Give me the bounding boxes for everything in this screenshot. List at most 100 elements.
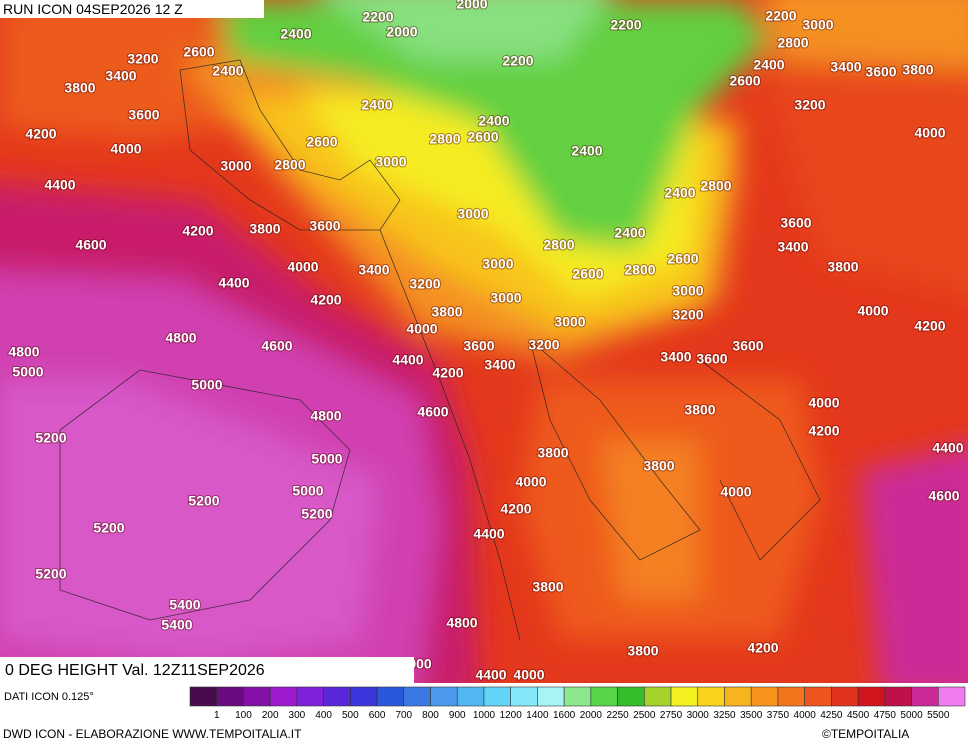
contour-label: 4200 <box>747 640 778 656</box>
contour-label: 4400 <box>44 177 75 193</box>
legend-tick-label: 4250 <box>820 710 843 721</box>
legend-swatch <box>296 686 324 707</box>
contour-label: 2400 <box>614 225 645 241</box>
contour-label: 4200 <box>310 292 341 308</box>
legend-tick-label: 1000 <box>473 710 496 721</box>
legend-tick-label: 5000 <box>900 710 923 721</box>
contour-label: 3800 <box>249 221 280 237</box>
footer-credit: DWD ICON - ELABORAZIONE WWW.TEMPOITALIA.… <box>3 727 302 741</box>
contour-label: 4600 <box>261 338 292 354</box>
legend-tick-label: 4000 <box>794 710 817 721</box>
legend-swatch <box>350 686 378 707</box>
contour-label: 3600 <box>732 338 763 354</box>
contour-label: 2400 <box>478 113 509 129</box>
legend-tick-label: 1600 <box>553 710 576 721</box>
legend-swatch <box>216 686 244 707</box>
contour-label: 3200 <box>672 307 703 323</box>
contour-label: 4000 <box>515 474 546 490</box>
contour-label: 4000 <box>808 395 839 411</box>
legend-tick-label: 800 <box>422 710 439 721</box>
contour-label: 4800 <box>446 615 477 631</box>
contour-label: 4000 <box>513 667 544 683</box>
contour-label: 3000 <box>482 256 513 272</box>
legend-swatch <box>750 686 779 707</box>
contour-label: 4400 <box>392 352 423 368</box>
run-box <box>0 0 264 18</box>
contour-label: 3000 <box>490 290 521 306</box>
legend-tick-label: 2000 <box>580 710 603 721</box>
legend-swatch <box>376 686 405 707</box>
contour-label: 2800 <box>700 178 731 194</box>
contour-label: 3600 <box>865 64 896 80</box>
legend-tick-label: 5500 <box>927 710 950 721</box>
contour-label: 4000 <box>406 321 437 337</box>
contour-label: 3800 <box>684 402 715 418</box>
contour-label: 3200 <box>794 97 825 113</box>
contour-label: 5200 <box>35 566 66 582</box>
legend-swatch <box>403 686 431 707</box>
contour-label: 4400 <box>473 526 504 542</box>
contour-label: 3000 <box>554 314 585 330</box>
legend-tick-label: 200 <box>262 710 279 721</box>
contour-label: 3000 <box>457 206 488 222</box>
contour-label: 3600 <box>696 351 727 367</box>
contour-label: 5200 <box>93 520 124 536</box>
legend-tick-label: 2750 <box>660 710 683 721</box>
contour-label: 2200 <box>362 9 393 25</box>
contour-label: 4200 <box>500 501 531 517</box>
legend-tick-label: 3750 <box>767 710 790 721</box>
contour-label: 3000 <box>375 154 406 170</box>
legend-swatch <box>804 686 832 707</box>
contour-label: 3200 <box>409 276 440 292</box>
contour-label: 5400 <box>161 617 192 633</box>
contour-label: 2200 <box>765 8 796 24</box>
legend-swatch <box>670 686 699 707</box>
contour-label: 4800 <box>165 330 196 346</box>
contour-label: 2600 <box>306 134 337 150</box>
contour-label: 3800 <box>627 643 658 659</box>
contour-label: 4200 <box>25 126 56 142</box>
legend-swatch <box>537 686 565 707</box>
contour-label: 4800 <box>8 344 39 360</box>
contour-label: 3800 <box>537 445 568 461</box>
legend-swatch <box>483 686 511 707</box>
contour-label: 2400 <box>571 143 602 159</box>
contour-label: 3600 <box>128 107 159 123</box>
run-label: RUN ICON 04SEP2026 12 Z <box>3 1 183 17</box>
contour-label: 3800 <box>827 259 858 275</box>
contour-label: 3600 <box>463 338 494 354</box>
contour-label: 2400 <box>280 26 311 42</box>
contour-label: 3000 <box>802 17 833 33</box>
contour-label: 3400 <box>777 239 808 255</box>
legend-tick-label: 100 <box>235 710 252 721</box>
map-field <box>0 0 968 683</box>
contour-label: 2400 <box>212 63 243 79</box>
legend-swatch <box>430 686 458 707</box>
legend-tick-label: 1 <box>214 710 220 721</box>
legend-tick-label: 500 <box>342 710 359 721</box>
legend-swatch <box>590 686 618 707</box>
legend-swatch <box>563 686 592 707</box>
legend-swatch <box>644 686 672 707</box>
contour-label: 5000 <box>12 364 43 380</box>
legend-tick-label: 700 <box>395 710 412 721</box>
contour-label: 2400 <box>753 57 784 73</box>
legend-tick-label: 3500 <box>740 710 763 721</box>
contour-label: 5200 <box>301 506 332 522</box>
legend-tick-label: 3000 <box>687 710 710 721</box>
contour-label: 2200 <box>502 53 533 69</box>
contour-label: 2800 <box>274 157 305 173</box>
legend-swatch <box>510 686 538 707</box>
legend-tick-label: 4750 <box>874 710 897 721</box>
contour-label: 3200 <box>127 51 158 67</box>
contour-label: 3800 <box>643 458 674 474</box>
contour-label: 3400 <box>830 59 861 75</box>
contour-label: 3800 <box>532 579 563 595</box>
legend-swatch <box>243 686 271 707</box>
contour-label: 2600 <box>183 44 214 60</box>
legend-swatch <box>269 686 298 707</box>
contour-label: 4200 <box>808 423 839 439</box>
legend-tick-label: 300 <box>289 710 306 721</box>
contour-label: 3400 <box>660 349 691 365</box>
